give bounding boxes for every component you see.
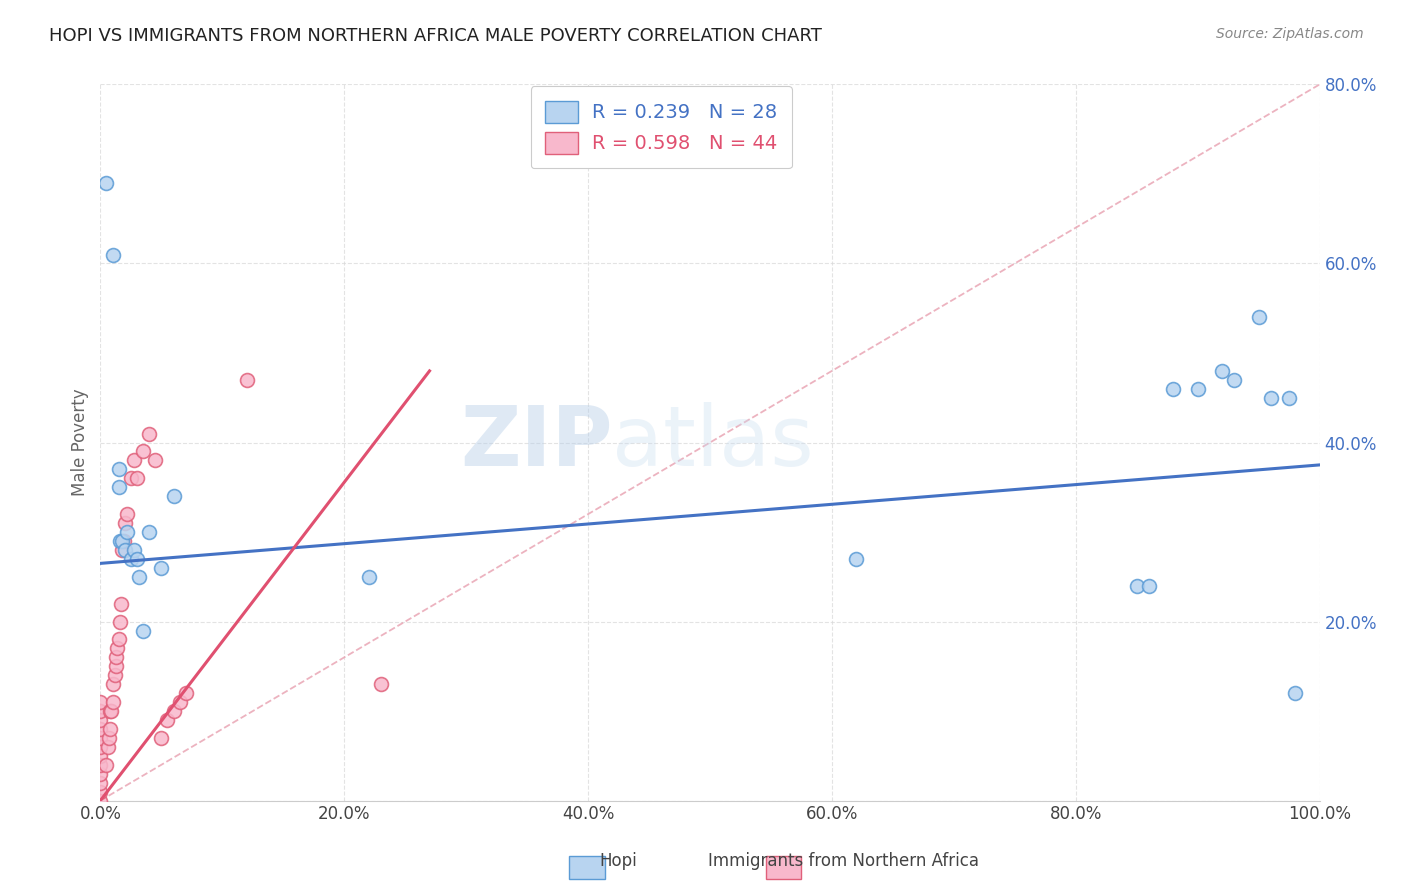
Point bbox=[128, 570, 150, 584]
Point bbox=[89, 739, 111, 754]
Point bbox=[107, 632, 129, 647]
Point bbox=[108, 534, 131, 549]
Point bbox=[1284, 686, 1306, 700]
Text: Source: ZipAtlas.com: Source: ZipAtlas.com bbox=[1216, 27, 1364, 41]
Point bbox=[114, 516, 136, 530]
Point bbox=[845, 552, 868, 566]
Point bbox=[124, 453, 146, 467]
Point bbox=[89, 766, 111, 780]
Point bbox=[124, 543, 146, 558]
Point bbox=[156, 713, 179, 727]
Point bbox=[101, 677, 124, 691]
Point bbox=[138, 426, 160, 441]
Point bbox=[97, 739, 120, 754]
Point bbox=[104, 668, 127, 682]
Point bbox=[150, 731, 173, 745]
Point bbox=[89, 722, 111, 736]
Point bbox=[89, 785, 111, 799]
Point bbox=[89, 794, 111, 808]
Point bbox=[97, 731, 120, 745]
Text: atlas: atlas bbox=[613, 402, 814, 483]
Point bbox=[110, 597, 132, 611]
Point bbox=[101, 247, 124, 261]
Point bbox=[89, 713, 111, 727]
Text: Hopi: Hopi bbox=[600, 852, 637, 870]
Point bbox=[1211, 364, 1233, 378]
Point bbox=[89, 775, 111, 789]
Point bbox=[107, 480, 129, 494]
Point bbox=[125, 552, 148, 566]
Point bbox=[98, 722, 121, 736]
Point bbox=[108, 615, 131, 629]
Point bbox=[89, 695, 111, 709]
Text: Immigrants from Northern Africa: Immigrants from Northern Africa bbox=[709, 852, 979, 870]
Point bbox=[132, 444, 155, 458]
Point bbox=[132, 624, 155, 638]
Point bbox=[98, 704, 121, 718]
Point bbox=[89, 748, 111, 763]
Point bbox=[120, 552, 142, 566]
Point bbox=[105, 650, 128, 665]
Point bbox=[107, 462, 129, 476]
Point bbox=[1247, 310, 1270, 325]
Text: HOPI VS IMMIGRANTS FROM NORTHERN AFRICA MALE POVERTY CORRELATION CHART: HOPI VS IMMIGRANTS FROM NORTHERN AFRICA … bbox=[49, 27, 823, 45]
Point bbox=[150, 561, 173, 575]
Point bbox=[1125, 579, 1147, 593]
Point bbox=[1187, 382, 1209, 396]
Point bbox=[143, 453, 166, 467]
Point bbox=[105, 659, 128, 673]
Point bbox=[107, 641, 129, 656]
Point bbox=[100, 704, 122, 718]
Point bbox=[235, 373, 257, 387]
Point bbox=[1223, 373, 1246, 387]
Point bbox=[1278, 391, 1301, 405]
Point bbox=[162, 704, 184, 718]
Point bbox=[111, 534, 134, 549]
Text: ZIP: ZIP bbox=[460, 402, 613, 483]
Y-axis label: Male Poverty: Male Poverty bbox=[72, 389, 89, 496]
Point bbox=[115, 507, 138, 521]
Point bbox=[125, 471, 148, 485]
Point bbox=[169, 695, 191, 709]
Point bbox=[370, 677, 392, 691]
Point bbox=[120, 471, 142, 485]
Point bbox=[96, 176, 118, 190]
Point bbox=[1137, 579, 1160, 593]
Point bbox=[114, 543, 136, 558]
Point bbox=[1161, 382, 1184, 396]
Point bbox=[357, 570, 380, 584]
Point bbox=[96, 757, 118, 772]
Point bbox=[162, 489, 184, 503]
Point bbox=[101, 695, 124, 709]
Point bbox=[112, 534, 135, 549]
Point bbox=[89, 757, 111, 772]
Legend: R = 0.239   N = 28, R = 0.598   N = 44: R = 0.239 N = 28, R = 0.598 N = 44 bbox=[530, 87, 792, 169]
Point bbox=[89, 704, 111, 718]
Point bbox=[138, 524, 160, 539]
Point bbox=[111, 543, 134, 558]
Point bbox=[1260, 391, 1282, 405]
Point bbox=[115, 524, 138, 539]
Point bbox=[89, 731, 111, 745]
Point bbox=[174, 686, 197, 700]
